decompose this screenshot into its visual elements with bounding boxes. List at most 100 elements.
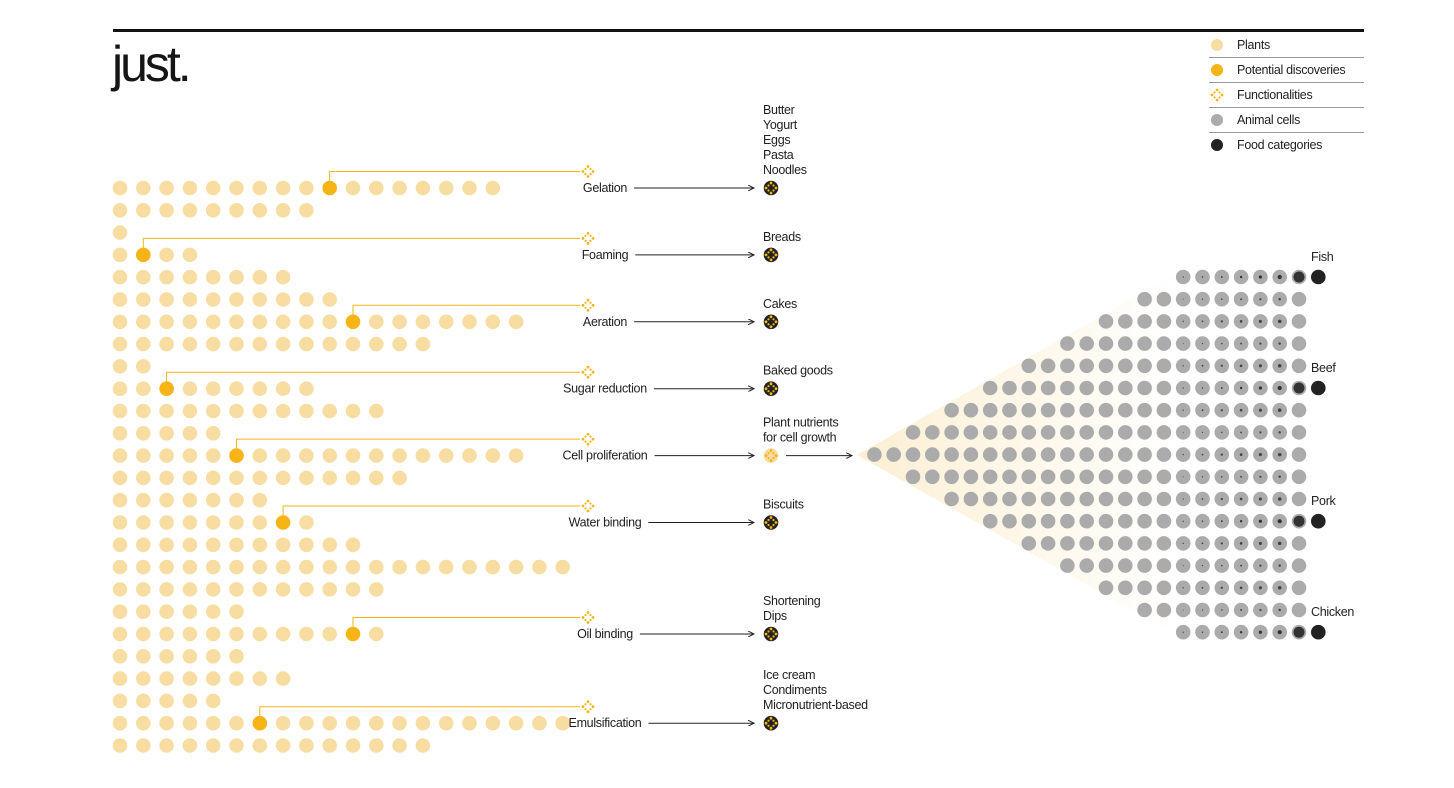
animal-cell-dot (1253, 336, 1268, 351)
plant-dot (252, 314, 268, 330)
plant-dot (159, 671, 174, 686)
plant-dot (182, 426, 198, 441)
animal-cell-dot (944, 425, 959, 440)
plant-dot (159, 426, 174, 441)
animal-cell-dot (1291, 491, 1307, 507)
potential-discovery-dot (159, 381, 174, 397)
plant-dot (182, 180, 198, 196)
animal-cell-dot (1291, 624, 1307, 640)
plant-dot (159, 515, 174, 530)
functionality-icon (764, 449, 778, 462)
plant-dot (392, 180, 407, 196)
functionality-label: Sugar reduction (563, 382, 647, 396)
discovery-connector (259, 706, 580, 716)
functionality-icon (581, 365, 595, 379)
animal-cell-dot (1175, 402, 1191, 418)
plant-dot (275, 381, 291, 397)
plant-dot (415, 715, 431, 731)
animal-cell-dot (1079, 469, 1094, 485)
food-label: Micronutrient-based (763, 698, 868, 712)
animal-cell-dot (1156, 513, 1172, 529)
animal-cell-dot (1291, 513, 1307, 529)
plant-dot (415, 336, 431, 352)
plant-dot (438, 559, 454, 575)
animal-cell-dot (963, 425, 979, 440)
plant-dot (392, 448, 407, 463)
plant-dot (182, 626, 198, 642)
animal-cell-dot (1175, 291, 1191, 307)
plant-dot (112, 626, 128, 642)
plant-dot (299, 180, 314, 196)
animal-cell-dot (1195, 269, 1210, 285)
discovery-connector (142, 237, 580, 248)
animal-cell-dot (1021, 358, 1037, 374)
animal-cell-dot (982, 447, 998, 462)
meat-label: Chicken (1311, 605, 1354, 619)
plant-dot (345, 448, 361, 463)
animal-cell-dot (1195, 513, 1210, 529)
plant-dot (322, 470, 338, 486)
animal-cell-dot (1156, 402, 1172, 418)
plant-dot (112, 492, 128, 508)
plant-dot (136, 626, 151, 642)
animal-cell-dot (1156, 314, 1172, 329)
plant-dot (229, 604, 244, 619)
animal-cell-dot (1137, 536, 1152, 551)
plant-dot (159, 336, 174, 352)
plant-dot (252, 381, 268, 397)
plant-dot (112, 671, 128, 686)
plant-dot (485, 180, 501, 196)
meat-label: Fish (1311, 250, 1334, 264)
animal-cell-dot (1156, 558, 1172, 573)
functionality-icon (764, 248, 778, 262)
plant-dot (136, 426, 151, 441)
plant-dot (182, 649, 198, 664)
plant-dot (275, 470, 291, 486)
food-label: Shortening (763, 594, 821, 608)
animal-cell-dot (982, 491, 998, 507)
animal-cell-dot (1291, 380, 1307, 396)
plant-dot (136, 203, 151, 218)
animal-cell-dot (1118, 358, 1133, 374)
plant-dot (112, 604, 128, 619)
animal-cell-dot (1021, 402, 1037, 418)
plant-dot (229, 492, 244, 508)
animal-cell-dot (1253, 358, 1268, 374)
animal-cell-dot (1253, 469, 1268, 485)
functionality-icon (764, 181, 778, 195)
plant-dot (205, 381, 221, 397)
animal-cell-dot (1118, 380, 1133, 396)
animal-cell-dot (1253, 447, 1268, 462)
plant-dot (252, 492, 268, 508)
animal-cell-dot (1002, 447, 1017, 462)
plant-dot (159, 448, 174, 463)
functionality-icon (581, 232, 595, 245)
plant-dot (182, 448, 198, 463)
plant-dot (369, 715, 384, 731)
animal-cell-dot (1175, 358, 1191, 374)
plant-dot (112, 225, 128, 240)
plant-dot (229, 470, 244, 486)
animal-cell-dot (1233, 447, 1249, 462)
animal-cell-dot (1272, 469, 1287, 485)
food-category-dot (1311, 380, 1326, 396)
animal-cell-dot (1195, 402, 1210, 418)
food-label: Noodles (763, 163, 807, 177)
functionality-label: Emulsification (569, 716, 642, 730)
plant-dot (275, 738, 291, 753)
plant-dot (136, 448, 151, 463)
plant-dot (438, 715, 454, 731)
plant-dot (112, 582, 128, 597)
meat-label: Pork (1311, 494, 1337, 508)
plant-dot (136, 649, 151, 664)
animal-cell-dot (1214, 558, 1230, 573)
animal-cell-dot (1253, 402, 1268, 418)
plant-dot (508, 314, 524, 330)
plant-dot (252, 269, 268, 285)
plant-dot (485, 559, 501, 575)
animal-cell-dot (1291, 291, 1307, 307)
plant-dot (159, 314, 174, 330)
plant-dot (299, 515, 314, 530)
